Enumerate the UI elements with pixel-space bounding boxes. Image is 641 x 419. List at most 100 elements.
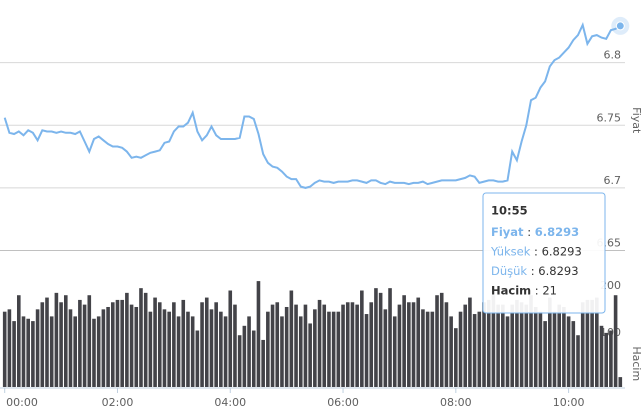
volume-bar	[106, 306, 110, 387]
volume-bar	[313, 309, 317, 387]
volume-bar	[214, 302, 218, 387]
tooltip-label: Yüksek	[490, 244, 531, 258]
volume-bar	[317, 299, 322, 387]
volume-bar	[402, 295, 406, 387]
volume-bar	[110, 302, 115, 387]
volume-bar	[200, 302, 204, 387]
plot-area: 6.656.76.756.8Fiyat100200Hacim00:0002:00…	[0, 16, 641, 409]
tooltip-row: Düşük : 6.8293	[491, 264, 579, 278]
volume-bar	[49, 316, 54, 387]
y-axis-title: Hacim	[630, 346, 641, 381]
volume-bar	[16, 295, 21, 387]
volume-bar	[134, 306, 139, 387]
volume-bar	[378, 292, 383, 387]
volume-bar	[449, 316, 453, 387]
volume-bar	[472, 314, 477, 387]
volume-bar	[54, 292, 59, 387]
volume-bar	[585, 299, 590, 387]
volume-bar	[209, 309, 214, 387]
volume-bar	[533, 306, 538, 387]
volume-bar	[609, 330, 613, 387]
volume-bar	[148, 311, 153, 387]
volume-bar	[242, 325, 247, 387]
volume-bar	[435, 295, 439, 387]
volume-bar	[392, 316, 397, 387]
tooltip-value: 6.8293	[535, 225, 579, 239]
y-tick-label: 6.8	[604, 49, 622, 62]
volume-bar	[59, 302, 63, 387]
volume-bar	[96, 316, 101, 387]
volume-bar	[73, 316, 77, 387]
volume-bar	[350, 302, 355, 387]
tooltip-value: 21	[542, 283, 557, 297]
volume-bar	[125, 292, 129, 387]
volume-bar	[444, 302, 449, 387]
volume-bar	[186, 311, 190, 387]
tooltip-sep: :	[531, 283, 542, 297]
volume-bar	[430, 311, 435, 387]
volume-bar	[153, 297, 157, 387]
volume-bar	[303, 304, 308, 387]
volume-bar	[233, 304, 237, 387]
volume-bar	[439, 292, 444, 387]
volume-bar	[336, 311, 341, 387]
volume-bar	[223, 316, 228, 387]
volume-bar	[486, 299, 491, 387]
volume-bar	[477, 311, 482, 387]
volume-bar	[341, 304, 345, 387]
tooltip-box	[482, 192, 606, 314]
tooltip-sep: :	[524, 225, 535, 239]
volume-bar	[31, 321, 35, 387]
volume-bar	[172, 302, 176, 387]
tooltip-value: 6.8293	[538, 264, 578, 278]
volume-bar	[515, 299, 519, 387]
volume-bar	[562, 306, 566, 387]
volume-bar	[543, 321, 547, 387]
volume-bar	[454, 328, 458, 387]
volume-bar	[176, 316, 181, 387]
tooltip-row: Hacim : 21	[491, 283, 557, 297]
volume-bar	[613, 295, 618, 387]
x-tick-label: 02:00	[102, 396, 134, 409]
volume-bar	[87, 295, 92, 387]
volume-bar	[294, 304, 298, 387]
tooltip-label: Fiyat	[491, 225, 524, 239]
volume-bar	[510, 304, 515, 387]
volume-bar	[45, 297, 49, 387]
volume-bar	[78, 299, 82, 387]
volume-bar	[538, 311, 543, 387]
volume-bar	[421, 309, 425, 387]
volume-bar	[256, 281, 261, 387]
volume-bar	[275, 302, 280, 387]
volume-bar	[501, 304, 505, 387]
volume-bar	[82, 304, 87, 387]
volume-bar	[369, 302, 374, 387]
y-tick-label: 6.75	[597, 111, 622, 124]
x-tick-label: 08:00	[440, 396, 472, 409]
volume-bar	[599, 325, 604, 387]
volume-bar	[157, 302, 162, 387]
volume-bar	[458, 311, 463, 387]
volume-bar	[247, 316, 251, 387]
volume-bar	[63, 295, 68, 387]
volume-bar	[345, 302, 350, 387]
volume-bar	[463, 304, 468, 387]
x-tick-label: 04:00	[214, 396, 246, 409]
volume-bar	[195, 330, 200, 387]
volume-bar	[411, 302, 416, 387]
y-axis-title: Fiyat	[630, 107, 641, 134]
volume-bar	[322, 304, 327, 387]
volume-bar	[162, 309, 167, 387]
volume-bar	[261, 339, 265, 387]
volume-bar	[327, 311, 331, 387]
volume-bar	[416, 297, 421, 387]
volume-bar	[129, 304, 134, 387]
volume-bar	[383, 309, 388, 387]
volume-bar	[425, 311, 430, 387]
volume-bar	[519, 302, 524, 387]
volume-bar	[289, 290, 294, 387]
volume-bar	[355, 304, 359, 387]
volume-bar	[139, 288, 143, 387]
